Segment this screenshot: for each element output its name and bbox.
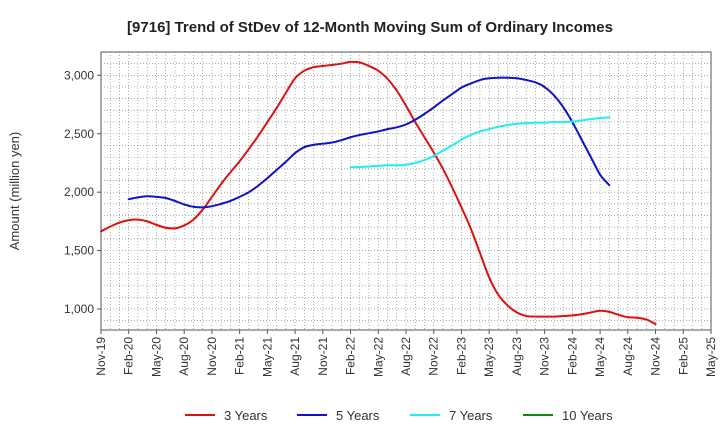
y-tick-label: 1,000	[64, 302, 94, 316]
x-tick-label: Nov-20	[205, 337, 219, 376]
series-line-3-years	[100, 60, 657, 326]
y-tick-label: 2,500	[64, 127, 94, 141]
y-axis-label: Amount (million yen)	[7, 132, 22, 251]
x-axis: Nov-19 Feb-20 May-20 Aug-20 Nov-20 Feb-21 May-…	[94, 330, 718, 377]
x-tick-label: Feb-22	[344, 337, 358, 375]
x-tick-label: Feb-23	[454, 337, 468, 375]
x-tick-label: Aug-24	[621, 337, 635, 376]
series-line-5-years	[127, 76, 611, 209]
x-tick-label: Aug-22	[399, 337, 413, 376]
x-tick-label: Nov-21	[316, 337, 330, 376]
x-tick-label: Nov-23	[538, 337, 552, 376]
y-tick-label: 1,500	[64, 244, 94, 258]
x-tick-label: May-22	[371, 337, 385, 377]
y-tick-label: 3,000	[64, 68, 94, 82]
grid	[101, 52, 711, 330]
y-tick-label: 2,000	[64, 185, 94, 199]
x-tick-label: May-21	[260, 337, 274, 377]
x-tick-label: May-23	[482, 337, 496, 377]
legend-label: 7 Years	[449, 408, 493, 423]
x-tick-label: May-24	[593, 337, 607, 377]
legend-label: 10 Years	[562, 408, 613, 423]
x-tick-label: Nov-19	[94, 337, 108, 376]
x-tick-label: Aug-20	[177, 337, 191, 376]
x-tick-label: Nov-24	[649, 337, 663, 376]
x-tick-label: May-20	[149, 337, 163, 377]
x-tick-label: May-25	[704, 337, 718, 377]
x-tick-label: Aug-21	[288, 337, 302, 376]
x-tick-label: Feb-21	[233, 337, 247, 375]
x-tick-label: Aug-23	[510, 337, 524, 376]
x-tick-label: Feb-20	[122, 337, 136, 375]
legend-label: 3 Years	[224, 408, 268, 423]
chart-title: [9716] Trend of StDev of 12-Month Moving…	[127, 19, 613, 36]
legend-label: 5 Years	[336, 408, 380, 423]
legend: 3 Years 5 Years 7 Years 10 Years	[185, 408, 613, 423]
x-tick-label: Feb-25	[676, 337, 690, 375]
y-axis: 1,000 1,500 2,000 2,500 3,000	[64, 68, 101, 316]
x-tick-label: Nov-22	[427, 337, 441, 376]
series-line-7-years	[349, 116, 611, 169]
series-layer	[100, 60, 657, 326]
x-tick-label: Feb-24	[565, 337, 579, 375]
